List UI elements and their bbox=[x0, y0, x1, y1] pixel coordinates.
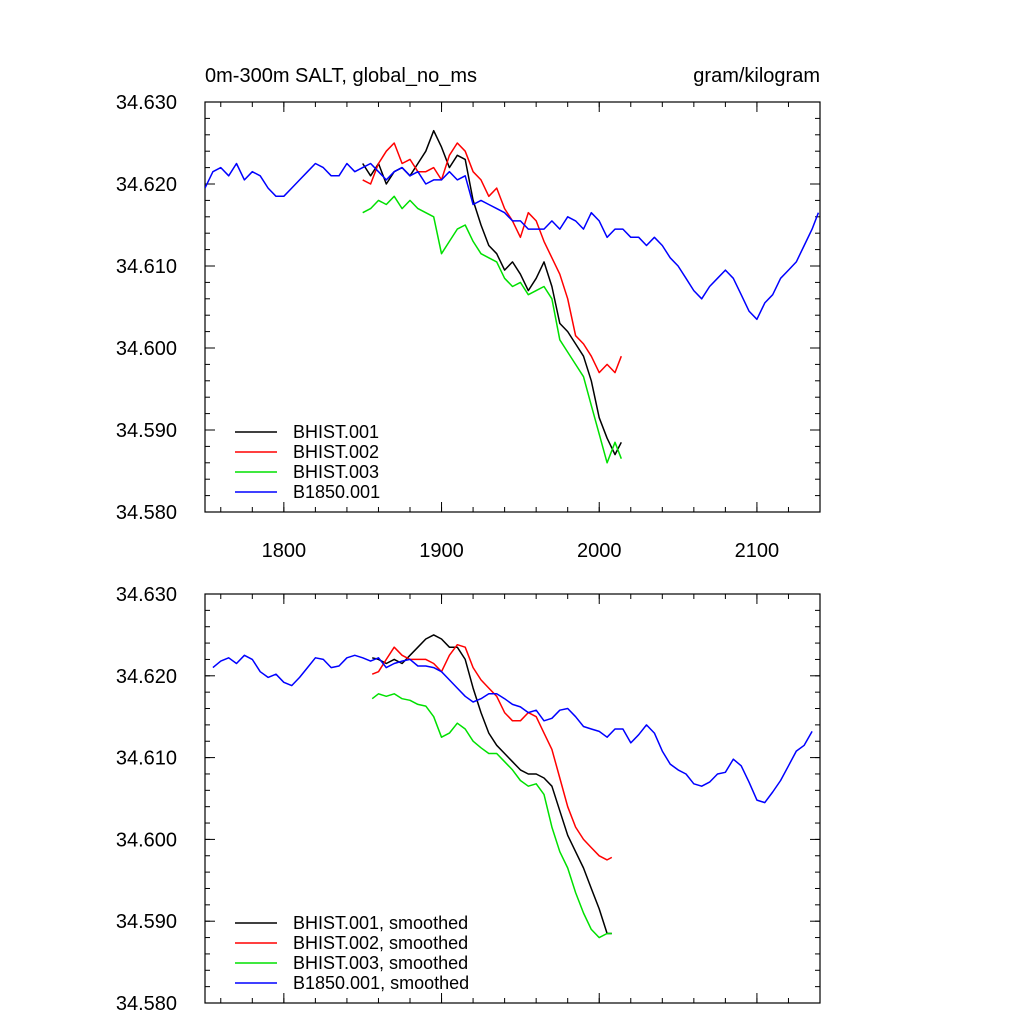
chart-title-left: 0m-300m SALT, global_no_ms bbox=[205, 65, 477, 87]
series-line-bhist-001 bbox=[362, 129, 622, 456]
x-tick-label: 2000 bbox=[577, 540, 622, 562]
legend-label: B1850.001 bbox=[293, 482, 380, 502]
top-panel: 34.580 34.590 34.600 34.610 34.620 34.630 1800… bbox=[116, 92, 821, 562]
y-tick-label: 34.630 bbox=[116, 92, 177, 114]
y-tick-label: 34.580 bbox=[116, 993, 177, 1015]
y-tick-label: 34.620 bbox=[116, 174, 177, 196]
legend-label: BHIST.003 bbox=[293, 462, 379, 482]
y-tick-label: 34.630 bbox=[116, 584, 177, 606]
x-tick-label: 1800 bbox=[262, 540, 307, 562]
legend-label: BHIST.002 bbox=[293, 442, 379, 462]
plot-frame bbox=[204, 101, 821, 513]
legend-label: BHIST.002, smoothed bbox=[293, 933, 468, 953]
x-tick-label: 1900 bbox=[419, 540, 464, 562]
series-line-bhist-002-smoothed bbox=[371, 643, 613, 861]
legend-label: B1850.001, smoothed bbox=[293, 973, 469, 993]
legend-label: BHIST.003, smoothed bbox=[293, 953, 468, 973]
series-line-bhist-003 bbox=[362, 195, 623, 464]
series-line-bhist-003-smoothed bbox=[371, 693, 612, 939]
plot-frame bbox=[204, 593, 821, 1004]
y-tick-label: 34.600 bbox=[116, 338, 177, 360]
y-tick-label: 34.590 bbox=[116, 911, 177, 933]
chart-title-right: gram/kilogram bbox=[693, 65, 820, 87]
x-tick-label: 2100 bbox=[735, 540, 780, 562]
y-tick-label: 34.580 bbox=[116, 502, 177, 524]
y-tick-label: 34.620 bbox=[116, 666, 177, 688]
bottom-panel: 34.580 34.590 34.600 34.610 34.620 34.630 BHIS… bbox=[116, 584, 821, 1015]
y-tick-label: 34.610 bbox=[116, 256, 177, 278]
legend-label: BHIST.001 bbox=[293, 422, 379, 442]
series-line-bhist-001-smoothed bbox=[372, 634, 612, 935]
series-line-bhist-002 bbox=[362, 142, 623, 374]
y-tick-label: 34.610 bbox=[116, 748, 177, 770]
legend-label: BHIST.001, smoothed bbox=[293, 913, 468, 933]
series-line-b1850-001-smoothed bbox=[212, 654, 813, 804]
series-line-b1850-001 bbox=[205, 162, 820, 321]
y-tick-label: 34.590 bbox=[116, 420, 177, 442]
y-tick-label: 34.600 bbox=[116, 829, 177, 851]
